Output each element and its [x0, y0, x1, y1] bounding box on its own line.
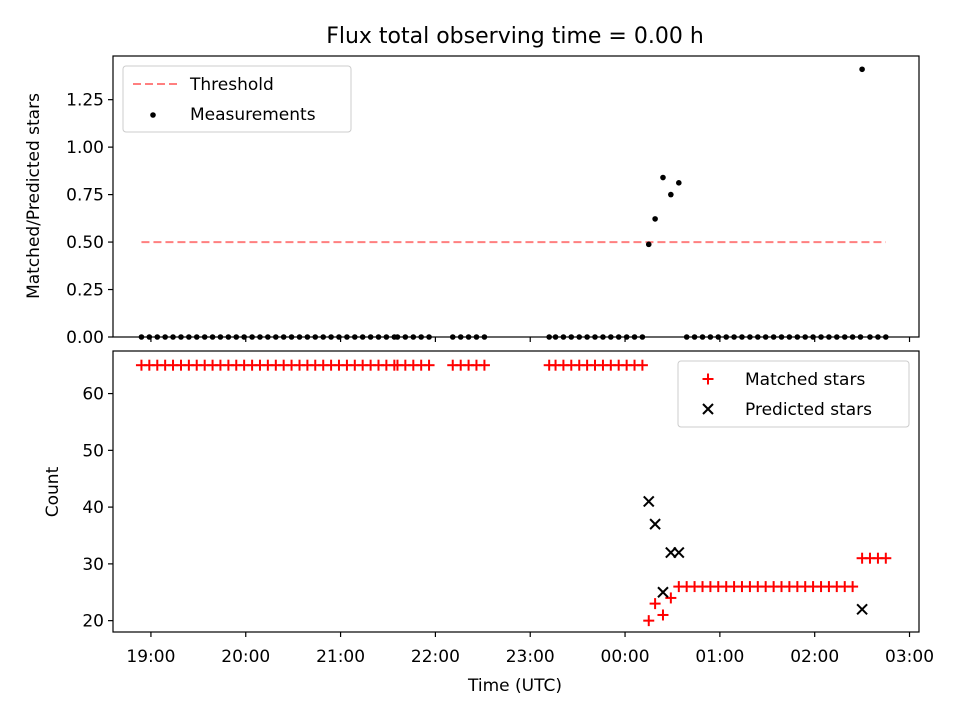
y-tick-label: 0.00 — [66, 328, 104, 348]
bottom-panel: 20 30 40 50 60 19:00 20:00 21:00 22:00 23:00 00:0… — [43, 350, 934, 696]
y-tick-label: 0.75 — [66, 186, 104, 206]
top-y-axis-label: Matched/Predicted stars — [24, 93, 44, 299]
x-tick-label: 01:00 — [695, 647, 744, 667]
matched-star-point — [478, 359, 490, 371]
measurement-point — [859, 66, 865, 73]
bottom-axes-frame — [112, 350, 920, 633]
bottom-legend-box — [677, 360, 910, 428]
predicted-star-point — [673, 546, 685, 559]
y-tick-label: 30 — [82, 555, 104, 575]
matched-star-point — [423, 359, 435, 371]
y-tick-label: 1.25 — [66, 91, 104, 111]
x-tick-label: 00:00 — [601, 647, 650, 667]
x-tick-label: 02:00 — [790, 647, 839, 667]
x-tick-label: 22:00 — [411, 647, 460, 667]
matched-star-point — [657, 609, 669, 621]
legend-predicted-label: Predicted stars — [745, 400, 872, 420]
measurement-point — [652, 216, 658, 222]
predicted-star-point — [649, 518, 661, 530]
x-tick-label: 20:00 — [221, 647, 270, 667]
bottom-y-axis-label: Count — [43, 466, 63, 517]
y-tick-label: 0.25 — [66, 281, 104, 301]
y-tick-label: 50 — [82, 441, 104, 461]
matched-star-point — [643, 615, 655, 627]
x-tick-label: 21:00 — [316, 647, 365, 667]
legend-measurements-label: Measurements — [190, 105, 316, 125]
top-y-ticks: 0.00 0.25 0.50 0.75 1.00 1.25 — [66, 91, 113, 348]
figure-title: Flux total observing time = 0.00 h — [326, 24, 704, 49]
y-tick-label: 1.00 — [66, 138, 104, 158]
predicted-star-point — [856, 603, 868, 616]
matched-star-point — [847, 581, 859, 593]
legend-matched-swatch — [702, 373, 714, 385]
y-tick-label: 40 — [82, 498, 104, 518]
x-tick-label: 23:00 — [506, 647, 555, 667]
y-tick-label: 60 — [82, 385, 104, 405]
matched-star-point — [649, 598, 661, 610]
predicted-star-point — [643, 495, 655, 508]
matched-star-point — [665, 592, 677, 604]
bottom-legend: Matched stars Predicted stars — [677, 360, 910, 428]
measurement-point — [660, 174, 666, 181]
x-tick-label: 19:00 — [126, 647, 175, 667]
measurement-point — [676, 180, 682, 186]
legend-matched-label: Matched stars — [745, 370, 865, 390]
top-x-ticks — [150, 337, 911, 342]
y-tick-label: 20 — [82, 612, 104, 632]
x-tick-label: 03:00 — [885, 647, 934, 667]
bottom-plot-marks — [135, 359, 892, 627]
legend-measurements-swatch — [150, 112, 156, 118]
measurement-point — [668, 191, 674, 198]
bottom-y-ticks: 20 30 40 50 60 — [82, 385, 113, 632]
y-tick-label: 0.50 — [66, 233, 104, 253]
top-panel: 0.00 0.25 0.50 0.75 1.00 1.25 Matched/Predict… — [24, 55, 920, 348]
legend-threshold-label: Threshold — [189, 75, 274, 95]
measurement-point — [645, 241, 652, 248]
predicted-star-point — [657, 586, 669, 598]
bottom-x-ticks: 19:00 20:00 21:00 22:00 23:00 00:00 01:00 02:00… — [126, 632, 934, 667]
matched-star-point — [636, 359, 648, 371]
matched-star-point — [880, 552, 892, 564]
legend-predicted-marker — [702, 403, 714, 415]
legend-predicted-swatch — [702, 403, 714, 415]
bottom-x-axis-label: Time (UTC) — [467, 676, 562, 696]
top-legend: Threshold Measurements — [122, 65, 352, 133]
legend-matched-marker — [702, 373, 714, 385]
top-axes-frame — [112, 55, 920, 338]
top-legend-box — [122, 65, 352, 133]
